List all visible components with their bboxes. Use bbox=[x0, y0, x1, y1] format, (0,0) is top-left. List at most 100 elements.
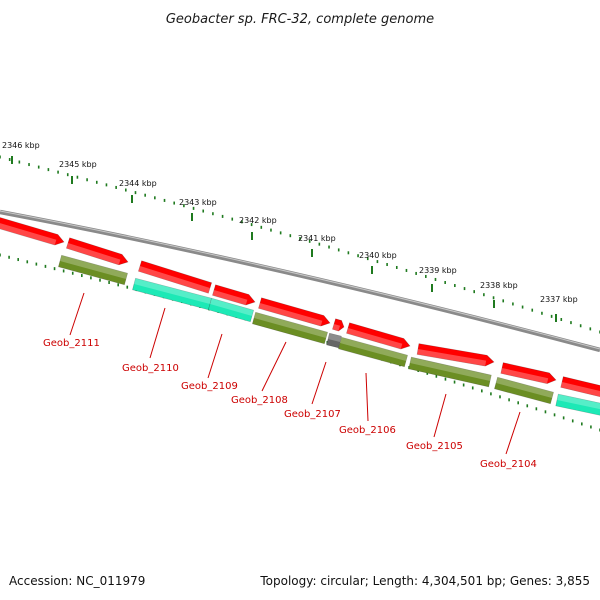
minor-tick bbox=[454, 284, 456, 288]
tick-label: 2343 kbp bbox=[179, 198, 217, 207]
genome-summary-text: Topology: circular; Length: 4,304,501 bp… bbox=[259, 574, 590, 588]
reverse-gene-teal bbox=[132, 277, 212, 311]
gene-leader-line bbox=[261, 341, 287, 392]
minor-tick bbox=[395, 265, 398, 269]
minor-tick bbox=[95, 180, 98, 184]
minor-tick bbox=[560, 318, 563, 322]
minor-tick bbox=[192, 206, 195, 210]
forward-gene bbox=[0, 217, 65, 246]
minor-tick bbox=[270, 228, 272, 232]
minor-tick bbox=[502, 299, 505, 303]
inner-tick bbox=[81, 274, 83, 278]
inner-tick bbox=[508, 398, 510, 402]
gene-label: Geob_2111 bbox=[43, 338, 100, 349]
minor-tick bbox=[589, 327, 592, 331]
minor-tick bbox=[154, 196, 156, 200]
minor-tick bbox=[28, 163, 30, 167]
inner-tick bbox=[99, 278, 101, 282]
minor-tick bbox=[57, 170, 59, 174]
reverse-gene-teal bbox=[555, 393, 600, 416]
tick-label: 2341 kbp bbox=[298, 234, 336, 243]
major-tick bbox=[555, 314, 557, 322]
minor-tick bbox=[299, 237, 301, 240]
gene-label: Geob_2104 bbox=[480, 459, 537, 470]
inner-tick bbox=[581, 422, 583, 426]
inner-tick bbox=[90, 276, 92, 280]
tick-label: 2346 kbp bbox=[2, 141, 40, 150]
gene-leader-line bbox=[69, 292, 85, 336]
reverse-gene-teal bbox=[207, 297, 255, 323]
tick-label: 2340 kbp bbox=[359, 251, 397, 260]
major-tick bbox=[131, 195, 133, 203]
minor-tick bbox=[231, 217, 234, 221]
minor-tick bbox=[0, 155, 1, 159]
forward-gene bbox=[212, 284, 256, 306]
minor-tick bbox=[183, 204, 185, 208]
gene-leader-line bbox=[207, 333, 223, 379]
inner-tick bbox=[26, 260, 29, 264]
minor-tick bbox=[492, 296, 495, 300]
inner-tick bbox=[462, 383, 465, 387]
gene-label: Geob_2105 bbox=[406, 441, 463, 452]
minor-tick bbox=[173, 201, 175, 205]
minor-tick bbox=[531, 308, 534, 312]
gene-leader-line bbox=[365, 372, 369, 422]
minor-tick bbox=[202, 209, 205, 213]
minor-tick bbox=[76, 175, 79, 179]
inner-tick bbox=[71, 271, 74, 275]
inner-tick bbox=[562, 416, 565, 420]
tick-label: 2345 kbp bbox=[59, 160, 97, 169]
inner-tick bbox=[426, 371, 429, 375]
inner-tick bbox=[35, 262, 38, 266]
forward-gene bbox=[560, 376, 600, 398]
gene-leader-line bbox=[505, 411, 521, 455]
minor-tick bbox=[318, 242, 321, 246]
forward-gene bbox=[65, 237, 129, 266]
gene-label: Geob_2109 bbox=[181, 381, 238, 392]
gene-label: Geob_2106 bbox=[339, 425, 396, 436]
major-tick bbox=[493, 300, 495, 308]
major-tick bbox=[371, 266, 373, 274]
gene-leader-line bbox=[433, 393, 447, 438]
minor-tick bbox=[415, 271, 417, 275]
minor-tick bbox=[541, 311, 543, 315]
inner-tick bbox=[517, 401, 519, 405]
gene-label: Geob_2108 bbox=[231, 395, 288, 406]
minor-tick bbox=[347, 251, 350, 255]
minor-tick bbox=[405, 268, 408, 272]
inner-tick bbox=[499, 395, 501, 399]
forward-gene bbox=[137, 260, 213, 294]
reverse-gene-gray bbox=[326, 332, 342, 349]
inner-tick bbox=[526, 404, 529, 408]
reverse-gene-olive bbox=[494, 376, 554, 405]
minor-tick bbox=[579, 324, 582, 328]
genome-backbone-highlight bbox=[0, 210, 600, 350]
minor-tick bbox=[357, 254, 359, 258]
major-tick bbox=[251, 232, 253, 240]
gene-label: Geob_2110 bbox=[122, 363, 179, 374]
inner-tick bbox=[490, 392, 492, 396]
tick-label: 2339 kbp bbox=[419, 266, 457, 275]
minor-tick bbox=[134, 191, 137, 195]
minor-tick bbox=[570, 321, 572, 325]
minor-tick bbox=[483, 293, 485, 297]
inner-tick bbox=[435, 374, 438, 378]
minor-tick bbox=[425, 274, 427, 278]
inner-tick bbox=[471, 386, 474, 390]
inner-tick bbox=[8, 255, 10, 259]
minor-tick bbox=[125, 188, 127, 192]
minor-tick bbox=[434, 277, 437, 281]
minor-tick bbox=[337, 248, 340, 252]
minor-tick bbox=[250, 223, 253, 227]
minor-tick bbox=[473, 290, 475, 294]
inner-tick bbox=[62, 269, 65, 273]
minor-tick bbox=[366, 257, 369, 261]
inner-tick bbox=[481, 389, 483, 393]
minor-tick bbox=[328, 245, 330, 249]
minor-tick bbox=[221, 214, 224, 218]
minor-tick bbox=[444, 280, 446, 284]
outer-tick-track bbox=[0, 155, 600, 334]
